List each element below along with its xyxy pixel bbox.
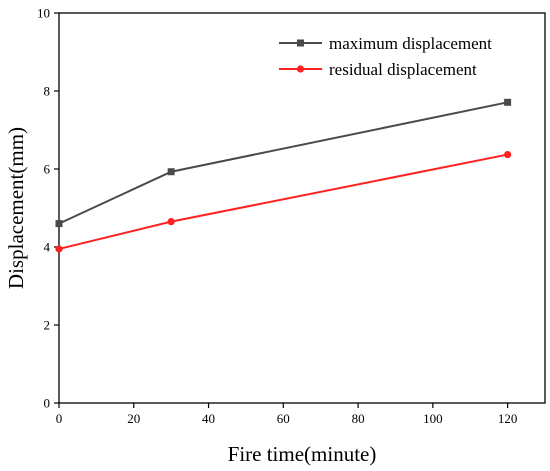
y-tick-label: 4 bbox=[44, 240, 51, 255]
x-tick-label: 120 bbox=[498, 411, 518, 426]
data-point bbox=[504, 98, 512, 106]
data-point bbox=[504, 150, 512, 159]
series-layer bbox=[55, 98, 512, 253]
x-axis-title: Fire time(minute) bbox=[228, 442, 377, 466]
legend-label: maximum displacement bbox=[329, 34, 492, 53]
legend-item: maximum displacement bbox=[279, 34, 492, 53]
x-tick-label: 0 bbox=[56, 411, 63, 426]
legend-marker bbox=[297, 39, 304, 47]
legend: maximum displacement residual displacemen… bbox=[279, 34, 492, 79]
data-point bbox=[167, 168, 175, 176]
legend-item: residual displacement bbox=[279, 60, 477, 79]
x-tick-label: 20 bbox=[127, 411, 140, 426]
series-line bbox=[58, 153, 508, 250]
data-point bbox=[55, 245, 63, 253]
y-axis-ticks: 0 2 4 6 8 10 bbox=[37, 6, 59, 411]
plot-border bbox=[58, 12, 546, 404]
legend-marker bbox=[296, 65, 305, 73]
x-tick-label: 80 bbox=[352, 411, 365, 426]
data-point bbox=[55, 220, 63, 228]
data-point bbox=[167, 218, 175, 226]
y-tick-label: 0 bbox=[44, 396, 51, 411]
x-tick-label: 100 bbox=[423, 411, 443, 426]
y-axis-title: Displacement(mm) bbox=[4, 127, 28, 289]
series-1 bbox=[55, 98, 512, 228]
y-tick-label: 8 bbox=[44, 84, 51, 99]
y-tick-label: 2 bbox=[44, 318, 51, 333]
y-tick-label: 10 bbox=[37, 6, 50, 21]
series-2 bbox=[55, 150, 512, 253]
legend-label: residual displacement bbox=[329, 60, 477, 79]
series-line bbox=[58, 101, 508, 225]
plot-frame bbox=[58, 12, 546, 404]
x-tick-label: 40 bbox=[202, 411, 215, 426]
x-tick-label: 60 bbox=[277, 411, 290, 426]
x-axis-ticks: 0 20 40 60 80 100 120 bbox=[56, 403, 518, 426]
y-tick-label: 6 bbox=[44, 162, 51, 177]
